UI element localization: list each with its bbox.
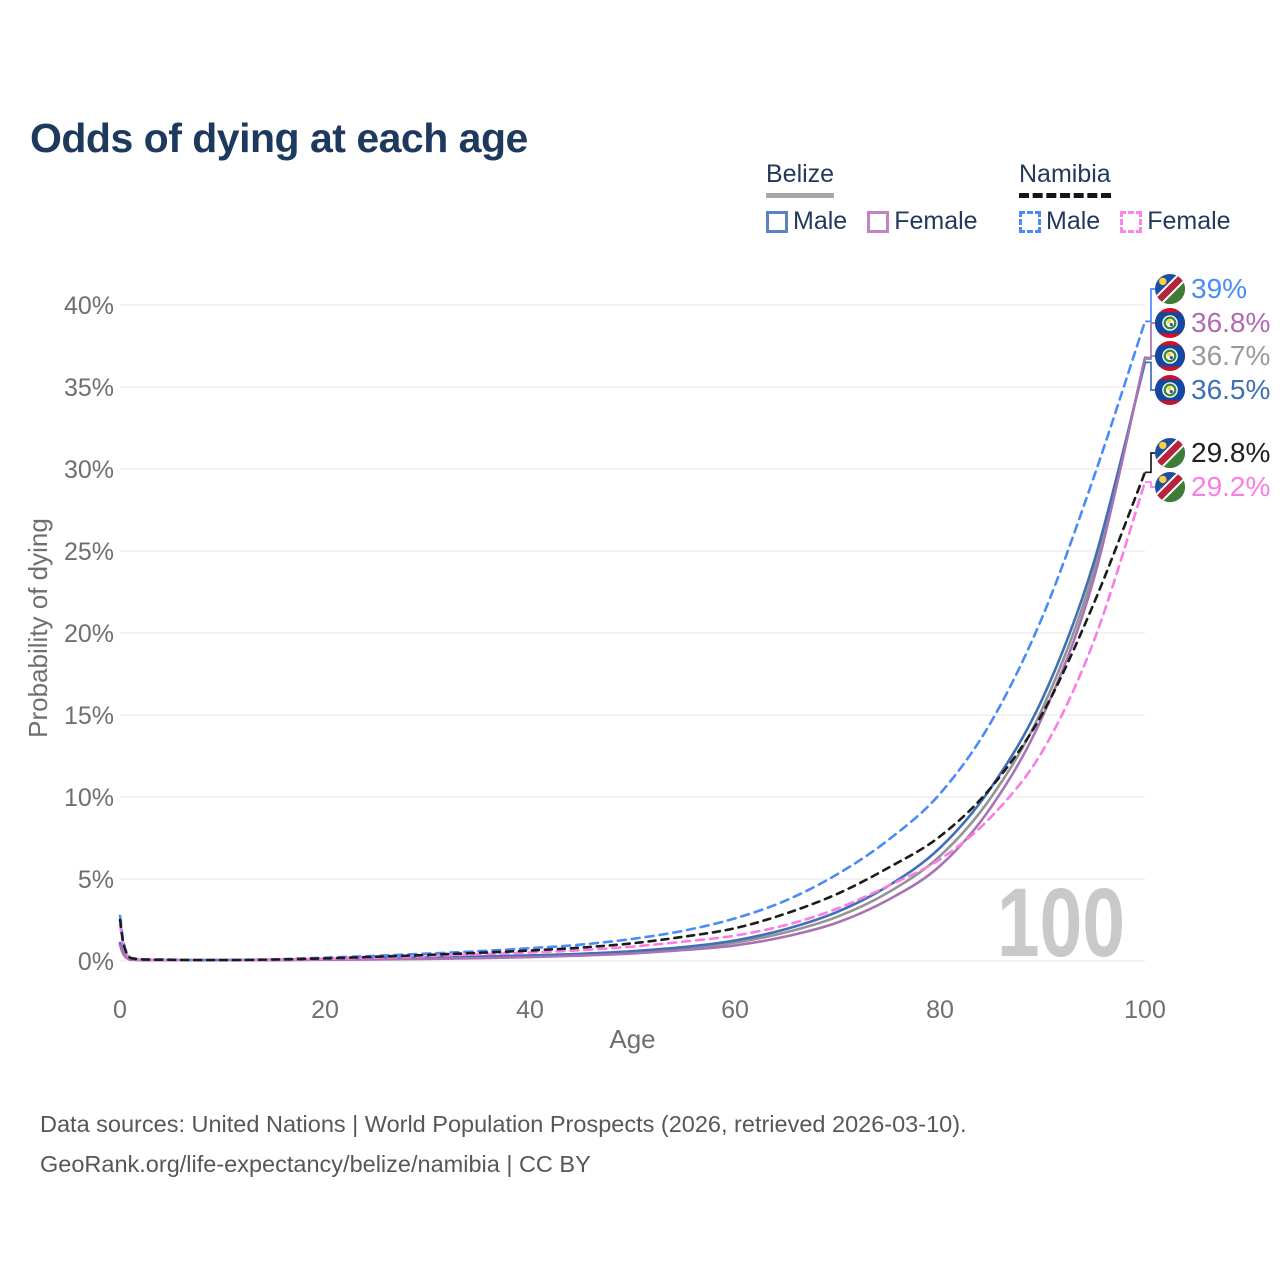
legend-label-namibia-female: Female	[1147, 207, 1231, 235]
x-tick-label: 0	[113, 996, 127, 1024]
end-label-belize-both[interactable]: 36.7%	[1145, 340, 1270, 371]
legend-swatch-namibia-female	[1120, 210, 1143, 233]
end-label-belize-female[interactable]: 36.8%	[1145, 307, 1270, 359]
legend-label-belize-female: Female	[894, 207, 978, 235]
belize-flag-icon	[1155, 308, 1185, 338]
belize-flag-icon	[1155, 375, 1185, 405]
legend-group-title-belize: Belize	[766, 160, 835, 198]
end-label-connector	[1145, 361, 1155, 391]
end-label-connector	[1145, 481, 1155, 488]
source-attribution: Data sources: United Nations | World Pop…	[40, 1104, 967, 1184]
legend-label-belize-male: Male	[793, 207, 848, 235]
end-label-connector	[1145, 452, 1155, 474]
end-label-connector	[1145, 288, 1155, 323]
legend-item-namibia-male[interactable]: Male	[1019, 207, 1100, 236]
end-label-connector	[1145, 322, 1155, 359]
series-line-namibia-female[interactable]	[118, 480, 1147, 962]
legend-swatch-belize-male	[766, 210, 788, 233]
x-tick-label: 100	[1124, 996, 1166, 1024]
legend-label-namibia-male: Male	[1046, 207, 1101, 235]
end-value-label: 39%	[1191, 273, 1247, 304]
namibia-flag-icon	[1152, 469, 1188, 505]
series-line-belize-both[interactable]	[118, 357, 1147, 962]
legend-swatch-namibia-male	[1019, 210, 1041, 233]
legend-group-belize: Belize Male Female	[766, 160, 978, 236]
legend-swatch-belize-female	[867, 210, 890, 233]
namibia-flag-icon	[1152, 435, 1188, 471]
x-tick-label: 80	[926, 996, 954, 1024]
end-value-label: 36.7%	[1191, 340, 1270, 371]
end-label-namibia-male[interactable]: 39%	[1145, 271, 1247, 323]
legend-item-namibia-female[interactable]: Female	[1120, 207, 1231, 236]
y-tick-label: 10%	[64, 784, 114, 812]
y-tick-label: 30%	[64, 456, 114, 484]
end-value-label: 29.8%	[1191, 437, 1270, 468]
age-watermark: 100	[997, 868, 1125, 977]
end-label-namibia-female[interactable]: 29.2%	[1145, 469, 1270, 505]
legend-item-belize-female[interactable]: Female	[867, 207, 978, 236]
legend-item-belize-male[interactable]: Male	[766, 207, 847, 236]
axes: 0% 5% 10% 15% 20% 25% 30% 35% 40% 0 20 40 60 80 100 Age…	[23, 292, 1166, 1054]
legend-group-title-namibia: Namibia	[1019, 160, 1111, 198]
page-title: Odds of dying at each age	[30, 115, 528, 162]
series-line-belize-female[interactable]	[118, 356, 1147, 962]
legend: Belize Male Female Namibia Male Female	[0, 0, 1280, 260]
y-tick-label: 5%	[78, 866, 114, 894]
data-sources-line: Data sources: United Nations | World Pop…	[40, 1111, 967, 1137]
end-value-label: 36.5%	[1191, 374, 1270, 405]
namibia-flag-icon	[1152, 271, 1188, 307]
y-tick-label: 35%	[64, 374, 114, 402]
end-value-label: 29.2%	[1191, 471, 1270, 502]
gridlines	[120, 304, 1145, 962]
y-tick-label: 20%	[64, 620, 114, 648]
x-tick-label: 60	[721, 996, 749, 1024]
series-line-namibia-male[interactable]	[118, 320, 1147, 962]
belize-flag-icon	[1155, 341, 1185, 371]
series-line-belize-male[interactable]	[118, 361, 1147, 962]
x-axis-title: Age	[609, 1024, 655, 1054]
x-tick-label: 20	[311, 996, 339, 1024]
end-label-belize-male[interactable]: 36.5%	[1145, 361, 1270, 405]
end-label-namibia-both[interactable]: 29.8%	[1145, 435, 1270, 474]
y-axis-title: Probability of dying	[23, 518, 53, 738]
x-tick-label: 40	[516, 996, 544, 1024]
license-line: GeoRank.org/life-expectancy/belize/namib…	[40, 1151, 591, 1177]
y-tick-label: 15%	[64, 702, 114, 730]
y-tick-label: 40%	[64, 292, 114, 320]
legend-group-namibia: Namibia Male Female	[1019, 160, 1231, 236]
series-line-namibia-both[interactable]	[118, 471, 1147, 962]
end-value-label: 36.8%	[1191, 307, 1270, 338]
y-tick-label: 0%	[78, 948, 114, 976]
y-tick-label: 25%	[64, 538, 114, 566]
